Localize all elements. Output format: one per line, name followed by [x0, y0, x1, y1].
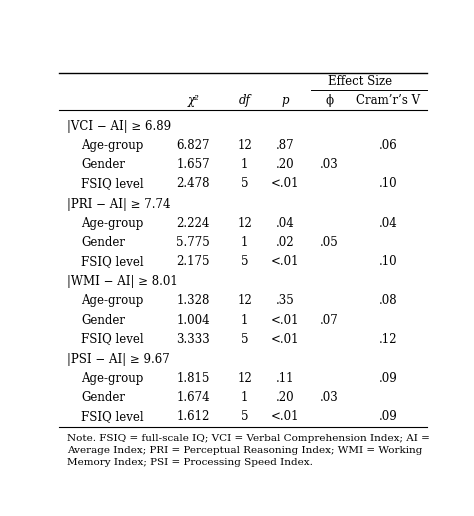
- Text: Gender: Gender: [82, 391, 125, 404]
- Text: .08: .08: [379, 295, 397, 308]
- Text: 5: 5: [241, 178, 248, 190]
- Text: 6.827: 6.827: [177, 139, 210, 152]
- Text: Age-group: Age-group: [82, 372, 144, 385]
- Text: .09: .09: [379, 410, 397, 423]
- Text: FSIQ level: FSIQ level: [82, 410, 144, 423]
- Text: <.01: <.01: [271, 255, 300, 268]
- Text: .04: .04: [379, 217, 397, 230]
- Text: FSIQ level: FSIQ level: [82, 333, 144, 346]
- Text: χ²: χ²: [187, 93, 199, 107]
- Text: .03: .03: [320, 158, 338, 171]
- Text: 2.224: 2.224: [177, 217, 210, 230]
- Text: ϕ: ϕ: [325, 93, 333, 107]
- Text: 2.478: 2.478: [177, 178, 210, 190]
- Text: .10: .10: [379, 255, 397, 268]
- Text: |PSI − AI| ≥ 9.67: |PSI − AI| ≥ 9.67: [66, 353, 169, 366]
- Text: .05: .05: [320, 236, 338, 249]
- Text: 5: 5: [241, 333, 248, 346]
- Text: .03: .03: [320, 391, 338, 404]
- Text: .09: .09: [379, 372, 397, 385]
- Text: 1.612: 1.612: [177, 410, 210, 423]
- Text: 12: 12: [237, 217, 252, 230]
- Text: Age-group: Age-group: [82, 217, 144, 230]
- Text: Age-group: Age-group: [82, 295, 144, 308]
- Text: p: p: [282, 93, 289, 107]
- Text: .20: .20: [276, 158, 294, 171]
- Text: .07: .07: [320, 314, 338, 327]
- Text: 1.328: 1.328: [177, 295, 210, 308]
- Text: Gender: Gender: [82, 236, 125, 249]
- Text: |VCI − AI| ≥ 6.89: |VCI − AI| ≥ 6.89: [66, 120, 171, 133]
- Text: 1.004: 1.004: [176, 314, 210, 327]
- Text: 1.815: 1.815: [177, 372, 210, 385]
- Text: |WMI − AI| ≥ 8.01: |WMI − AI| ≥ 8.01: [66, 276, 177, 288]
- Text: .02: .02: [276, 236, 294, 249]
- Text: 12: 12: [237, 295, 252, 308]
- Text: 5: 5: [241, 255, 248, 268]
- Text: <.01: <.01: [271, 314, 300, 327]
- Text: Age-group: Age-group: [82, 139, 144, 152]
- Text: .12: .12: [379, 333, 397, 346]
- Text: Gender: Gender: [82, 314, 125, 327]
- Text: .11: .11: [276, 372, 294, 385]
- Text: 1: 1: [241, 314, 248, 327]
- Text: <.01: <.01: [271, 333, 300, 346]
- Text: df: df: [239, 93, 251, 107]
- Text: FSIQ level: FSIQ level: [82, 178, 144, 190]
- Text: .06: .06: [379, 139, 397, 152]
- Text: 1: 1: [241, 236, 248, 249]
- Text: 12: 12: [237, 139, 252, 152]
- Text: |PRI − AI| ≥ 7.74: |PRI − AI| ≥ 7.74: [66, 198, 170, 211]
- Text: <.01: <.01: [271, 178, 300, 190]
- Text: 1: 1: [241, 158, 248, 171]
- Text: FSIQ level: FSIQ level: [82, 255, 144, 268]
- Text: 1.657: 1.657: [176, 158, 210, 171]
- Text: .04: .04: [276, 217, 294, 230]
- Text: .87: .87: [276, 139, 294, 152]
- Text: .35: .35: [276, 295, 294, 308]
- Text: Gender: Gender: [82, 158, 125, 171]
- Text: 5.775: 5.775: [176, 236, 210, 249]
- Text: 12: 12: [237, 372, 252, 385]
- Text: <.01: <.01: [271, 410, 300, 423]
- Text: Effect Size: Effect Size: [328, 75, 392, 88]
- Text: 1.674: 1.674: [176, 391, 210, 404]
- Text: 3.333: 3.333: [176, 333, 210, 346]
- Text: .20: .20: [276, 391, 294, 404]
- Text: 5: 5: [241, 410, 248, 423]
- Text: 2.175: 2.175: [177, 255, 210, 268]
- Text: .10: .10: [379, 178, 397, 190]
- Text: Note. FSIQ = full-scale IQ; VCI = Verbal Comprehension Index; AI =
Average Index: Note. FSIQ = full-scale IQ; VCI = Verbal…: [66, 434, 429, 467]
- Text: Cram’r’s V: Cram’r’s V: [356, 93, 420, 107]
- Text: 1: 1: [241, 391, 248, 404]
